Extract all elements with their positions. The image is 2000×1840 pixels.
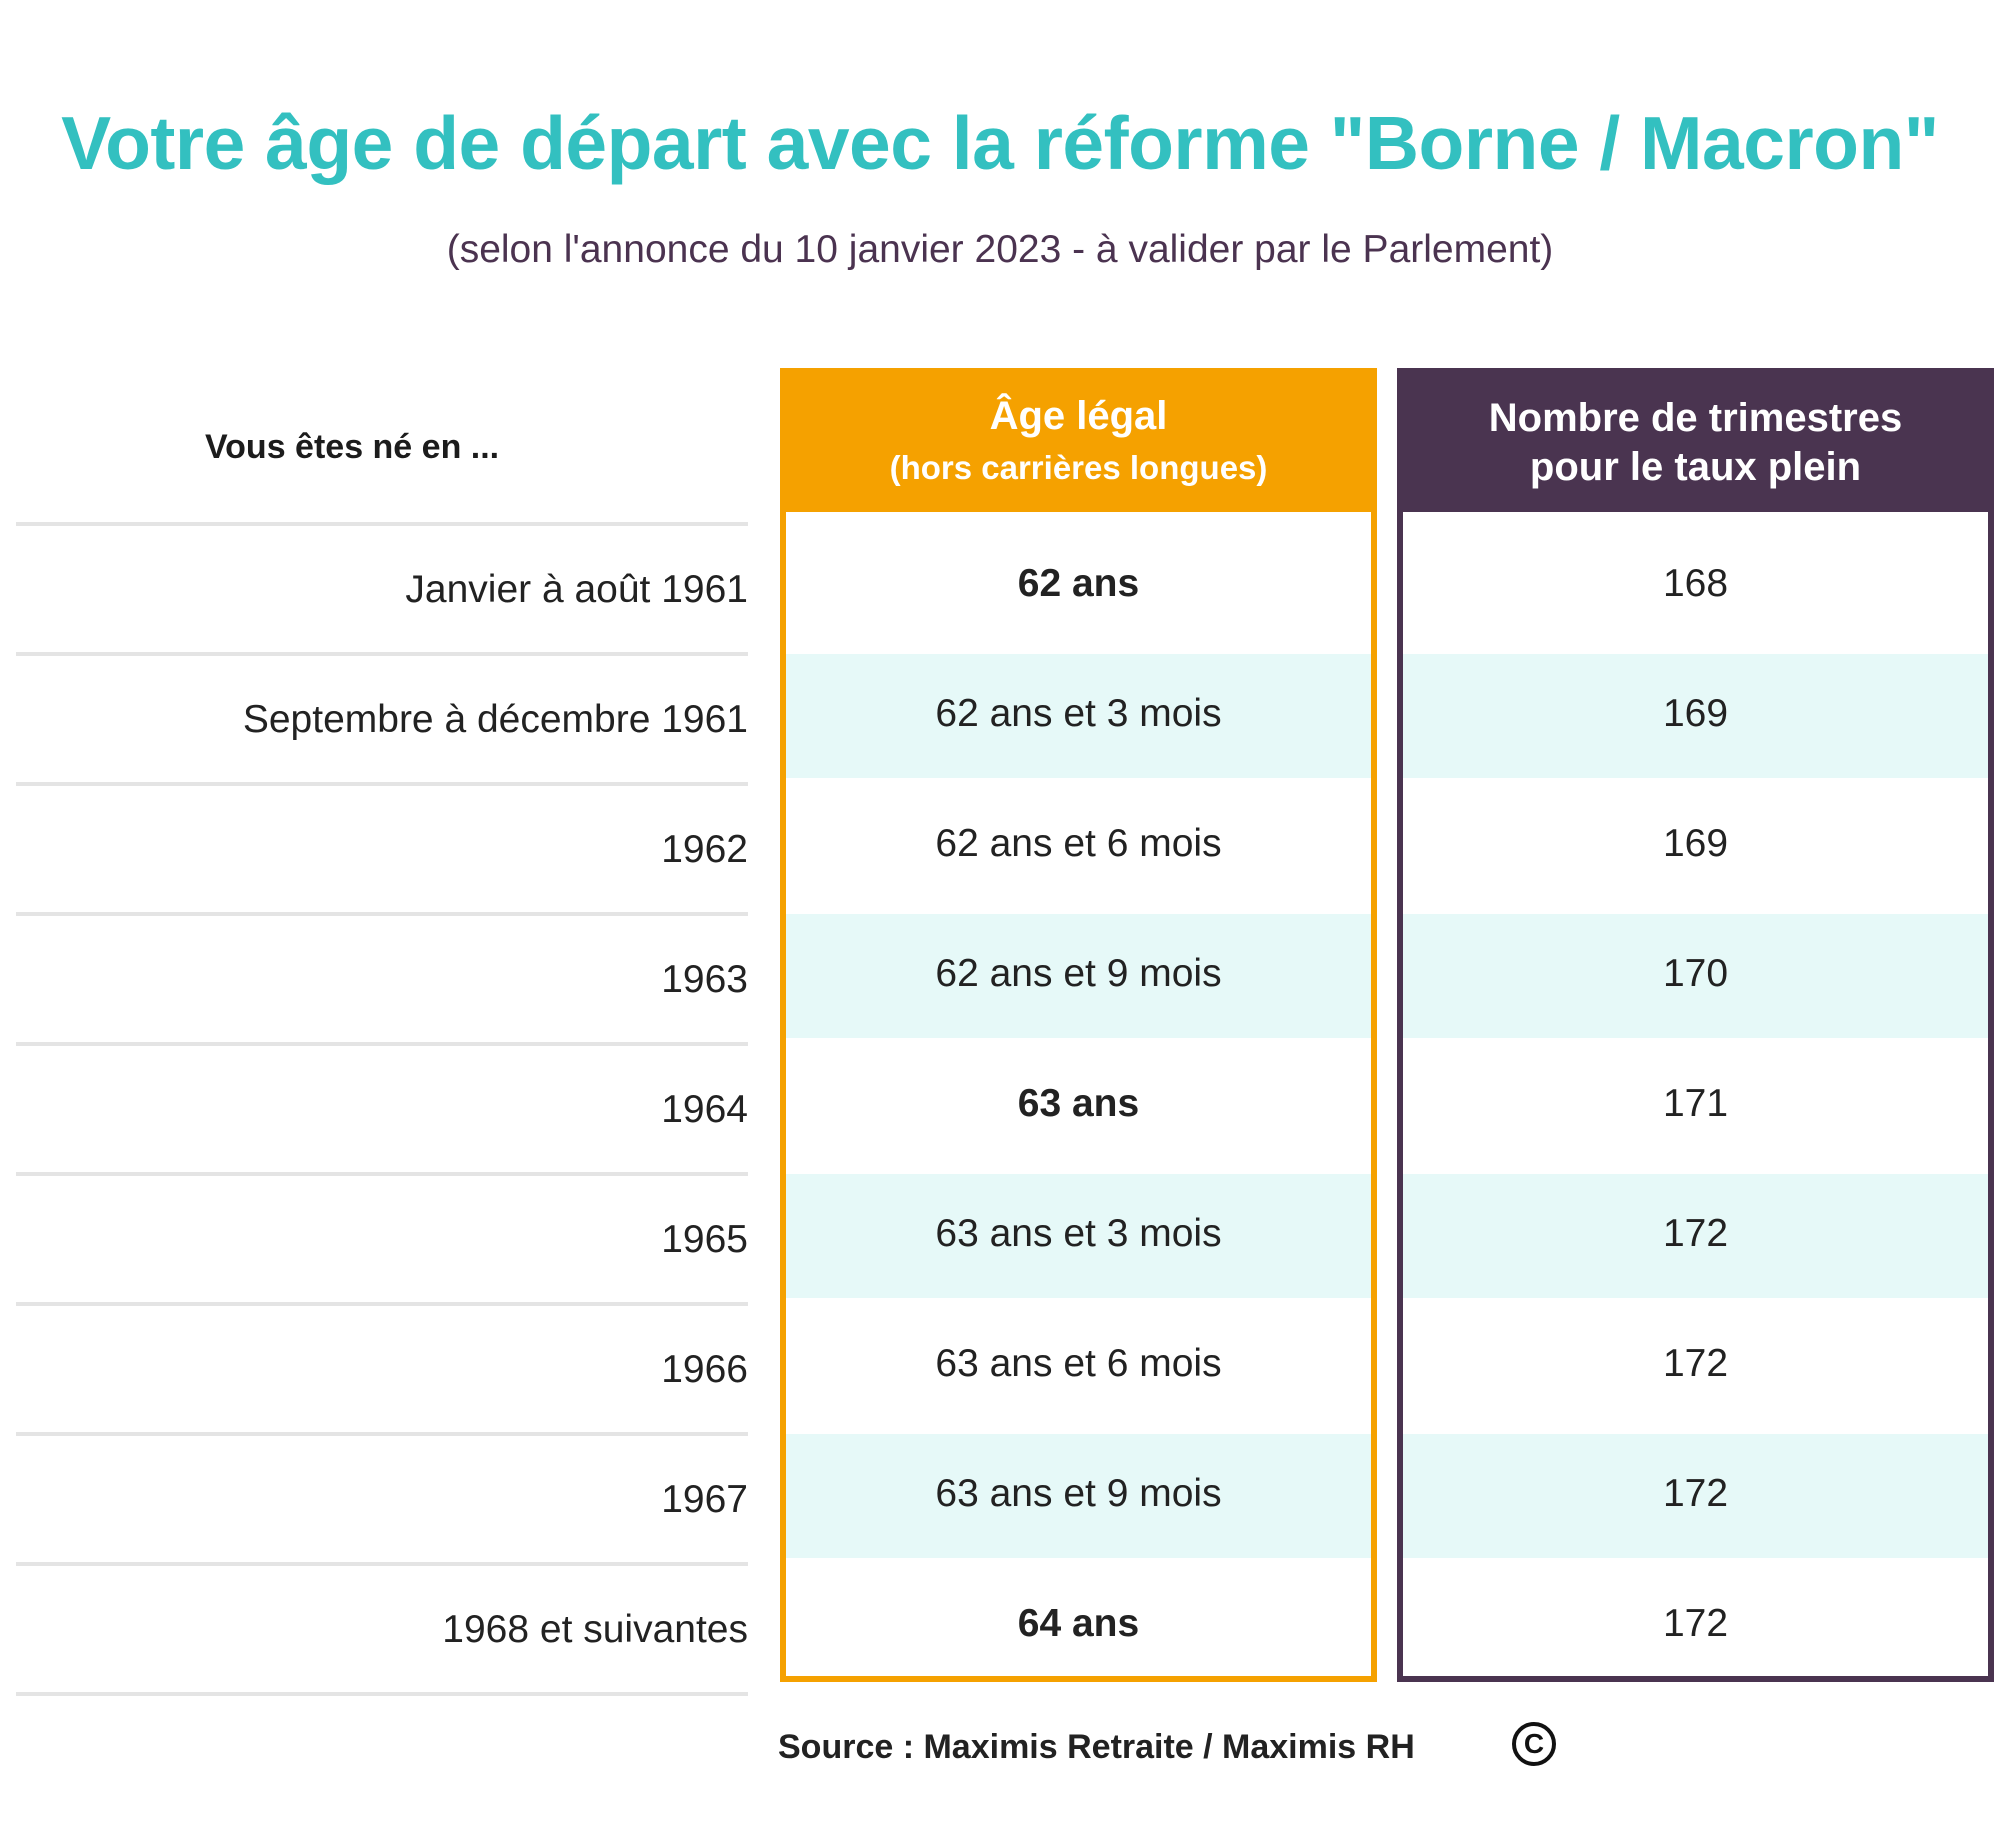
trimestres-stripe: [1403, 654, 1988, 778]
row-divider: [16, 652, 748, 656]
copyright-icon: C: [1512, 1722, 1556, 1766]
age-cell: 63 ans et 3 mois: [935, 1212, 1222, 1255]
age-stripe: [786, 914, 1371, 1038]
trimestres-stripe: [1403, 914, 1988, 1038]
birth-cell: 1967: [661, 1478, 748, 1521]
page-subtitle: (selon l'annonce du 10 janvier 2023 - à …: [446, 228, 1554, 271]
trimestres-cell: 168: [1662, 562, 1729, 605]
trimestres-cell: 169: [1662, 822, 1729, 865]
row-divider: [16, 1432, 748, 1436]
trimestres-column-header: Nombre de trimestres pour le taux plein: [1397, 368, 1994, 512]
row-divider: [16, 782, 748, 786]
source-note: Source : Maximis Retraite / Maximis RH: [778, 1728, 1415, 1766]
age-header-label: Âge légal: [989, 394, 1168, 438]
age-cell: 63 ans: [1017, 1082, 1140, 1125]
page-title: Votre âge de départ avec la réforme "Bor…: [61, 101, 1939, 185]
birth-cell: 1963: [661, 958, 748, 1001]
trimestres-stripe: [1403, 1174, 1988, 1298]
age-cell: 63 ans et 9 mois: [935, 1472, 1222, 1515]
trimestres-column-frame: [1397, 512, 1994, 1682]
row-divider: [16, 912, 748, 916]
age-cell: 62 ans et 9 mois: [935, 952, 1222, 995]
birth-cell: 1966: [661, 1348, 748, 1391]
trimestres-cell: 170: [1662, 952, 1729, 995]
row-divider: [16, 1692, 748, 1696]
row-divider: [16, 1562, 748, 1566]
age-cell: 62 ans et 6 mois: [935, 822, 1222, 865]
age-stripe: [786, 1434, 1371, 1558]
trimestres-cell: 172: [1662, 1342, 1729, 1385]
age-cell: 62 ans et 3 mois: [935, 692, 1222, 735]
age-cell: 63 ans et 6 mois: [935, 1342, 1222, 1385]
age-stripe: [786, 654, 1371, 778]
trimestres-cell: 172: [1662, 1602, 1729, 1645]
age-stripe: [786, 1174, 1371, 1298]
row-divider: [16, 1302, 748, 1306]
birth-column-header: Vous êtes né en ...: [205, 428, 500, 466]
age-column-header: Âge légal (hors carrières longues): [780, 368, 1377, 512]
birth-cell: Septembre à décembre 1961: [242, 698, 748, 741]
birth-cell: 1964: [661, 1088, 748, 1131]
birth-cell: 1965: [661, 1218, 748, 1261]
trimestres-header-label: Nombre de trimestres: [1488, 396, 1903, 440]
row-divider: [16, 1042, 748, 1046]
row-divider: [16, 1172, 748, 1176]
age-header-sublabel: (hors carrières longues): [889, 449, 1268, 486]
birth-cell: 1968 et suivantes: [442, 1608, 748, 1651]
birth-cell: 1962: [661, 828, 748, 871]
trimestres-stripe: [1403, 1434, 1988, 1558]
trimestres-cell: 169: [1662, 692, 1729, 735]
birth-cell: Janvier à août 1961: [405, 568, 748, 611]
row-divider: [16, 522, 748, 526]
age-cell: 62 ans: [1017, 562, 1140, 605]
trimestres-cell: 171: [1662, 1082, 1729, 1125]
trimestres-cell: 172: [1662, 1472, 1729, 1515]
age-column-frame: [780, 512, 1377, 1682]
age-cell: 64 ans: [1017, 1602, 1140, 1645]
trimestres-cell: 172: [1662, 1212, 1729, 1255]
trimestres-header-sublabel: pour le taux plein: [1529, 445, 1862, 489]
